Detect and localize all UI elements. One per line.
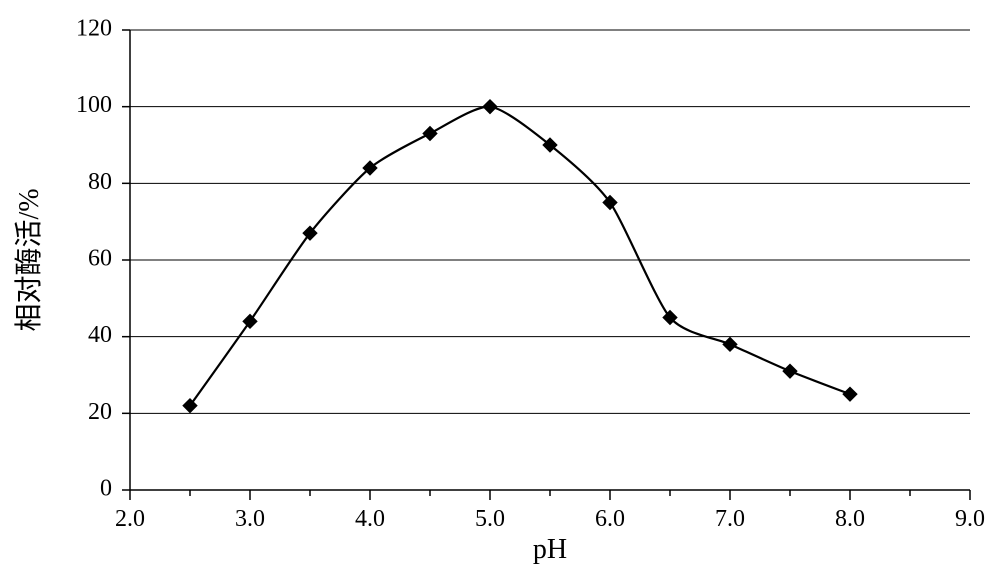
axes — [122, 30, 970, 500]
chart-container: 0 20 40 60 80 100 120 2.0 3.0 4.0 5.0 6.0 7.0 8.0 9.0… — [0, 0, 1000, 586]
x-tick-label: 6.0 — [595, 506, 625, 532]
x-tick-label: 2.0 — [115, 506, 145, 532]
series-line — [190, 107, 850, 406]
y-tick-label: 80 — [88, 169, 112, 195]
data-marker — [423, 127, 437, 141]
x-tick-label: 9.0 — [955, 506, 985, 532]
enzyme-activity-chart: 0 20 40 60 80 100 120 2.0 3.0 4.0 5.0 6.0 7.0 8.0 9.0… — [0, 0, 1000, 586]
y-tick-label: 120 — [76, 16, 112, 42]
x-tick-label: 3.0 — [235, 506, 265, 532]
data-marker — [843, 387, 857, 401]
y-tick-labels: 0 20 40 60 80 100 120 — [76, 16, 112, 502]
data-marker — [183, 399, 197, 413]
gridlines — [130, 30, 970, 490]
x-tick-label: 4.0 — [355, 506, 385, 532]
y-tick-label: 20 — [88, 399, 112, 425]
series-path — [190, 107, 850, 406]
y-axis-title: 相对酶活/% — [13, 188, 45, 331]
data-marker — [723, 337, 737, 351]
y-tick-label: 0 — [100, 476, 112, 502]
y-tick-label: 100 — [76, 92, 112, 118]
data-marker — [783, 364, 797, 378]
x-axis-title: pH — [533, 534, 567, 565]
series-markers — [183, 100, 857, 413]
y-tick-label: 40 — [88, 322, 112, 348]
x-tick-labels: 2.0 3.0 4.0 5.0 6.0 7.0 8.0 9.0 — [115, 506, 985, 532]
y-tick-label: 60 — [88, 246, 112, 272]
data-marker — [243, 314, 257, 328]
x-tick-label: 8.0 — [835, 506, 865, 532]
x-tick-label: 5.0 — [475, 506, 505, 532]
x-tick-label: 7.0 — [715, 506, 745, 532]
data-marker — [483, 100, 497, 114]
